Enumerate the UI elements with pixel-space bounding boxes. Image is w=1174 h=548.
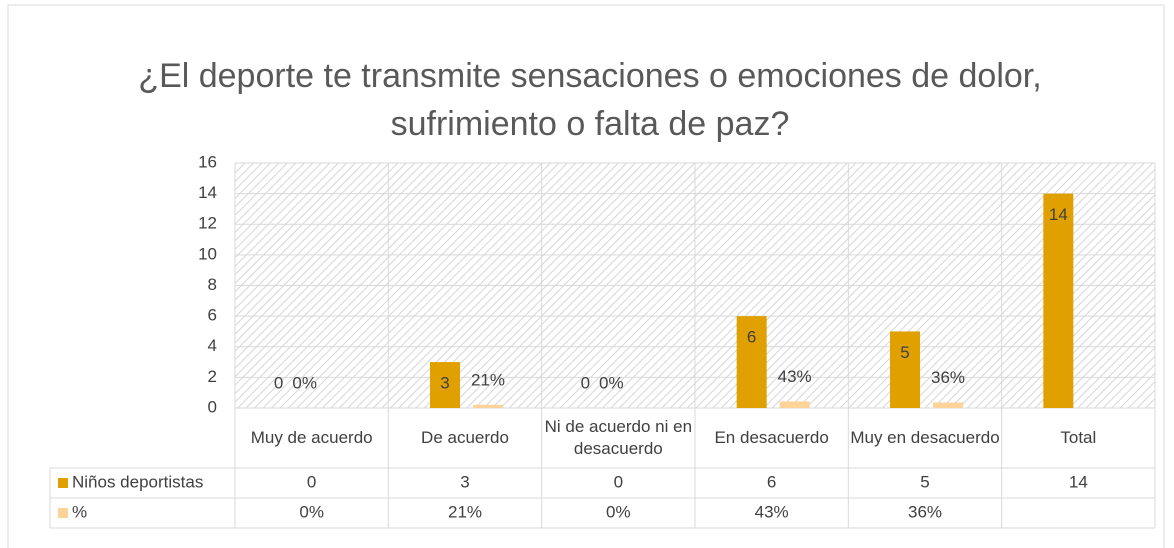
legend-label: Niños deportistas [72,472,203,491]
data-label: 21% [471,370,505,389]
title-box: ¿El deporte te transmite sensaciones o e… [138,57,1042,143]
legend-key [58,478,68,488]
x-tick-label: En desacuerdo [714,428,829,447]
bar [430,362,460,408]
legend-key [58,508,68,518]
x-tick-label: De acuerdo [421,428,509,447]
bar [933,402,963,408]
bar [779,401,810,408]
table-cell: 0% [299,502,324,521]
data-label: 0 [581,373,590,392]
table-cell: 5 [920,472,929,491]
x-tick-label: Ni de acuerdo ni en desacuerdo [544,417,693,458]
y-tick-label: 2 [208,367,217,386]
data-label: 5 [900,343,909,362]
data-label: 0% [292,373,317,392]
data-label: 0% [599,373,624,392]
data-label: 0 [274,373,283,392]
category-cell: En desacuerdo [714,428,829,447]
table-cell: 14 [1069,472,1088,491]
y-tick-label: 10 [198,244,217,263]
table-cell: 0 [614,472,623,491]
category-cell: Total [1060,428,1097,447]
bar [736,316,767,408]
data-label: 36% [931,368,965,387]
legend-label: % [72,502,87,521]
y-tick-label: 4 [208,336,217,355]
data-label: 14 [1049,205,1068,224]
y-tick-label: 14 [198,183,217,202]
data-label: 3 [440,373,449,392]
chart-title: ¿El deporte te transmite sensaciones o e… [138,57,1042,143]
table-cell: 6 [767,472,776,491]
table-cell: 3 [460,472,469,491]
y-tick-label: 12 [198,214,217,233]
category-cell: Muy de acuerdo [250,428,373,447]
category-cell: Ni de acuerdo ni en desacuerdo [544,417,693,458]
category-cell: Muy en desacuerdo [850,428,1000,447]
x-tick-label: Total [1060,428,1097,447]
table-cell: 0 [307,472,316,491]
table-cell: 0% [606,502,631,521]
table-cell: 36% [908,502,942,521]
y-tick-label: 8 [208,275,217,294]
table-cell: 21% [448,502,482,521]
bar [473,404,503,408]
y-tick-label: 0 [208,397,217,416]
bar [890,331,920,408]
bar [1043,193,1074,408]
category-cell: De acuerdo [421,428,509,447]
table-cell: 43% [755,502,789,521]
data-label: 6 [747,328,756,347]
x-tick-label: Muy de acuerdo [250,428,373,447]
y-tick-label: 6 [208,306,217,325]
y-tick-label: 16 [198,152,217,171]
data-label: 43% [778,367,812,386]
x-tick-label: Muy en desacuerdo [850,428,1000,447]
